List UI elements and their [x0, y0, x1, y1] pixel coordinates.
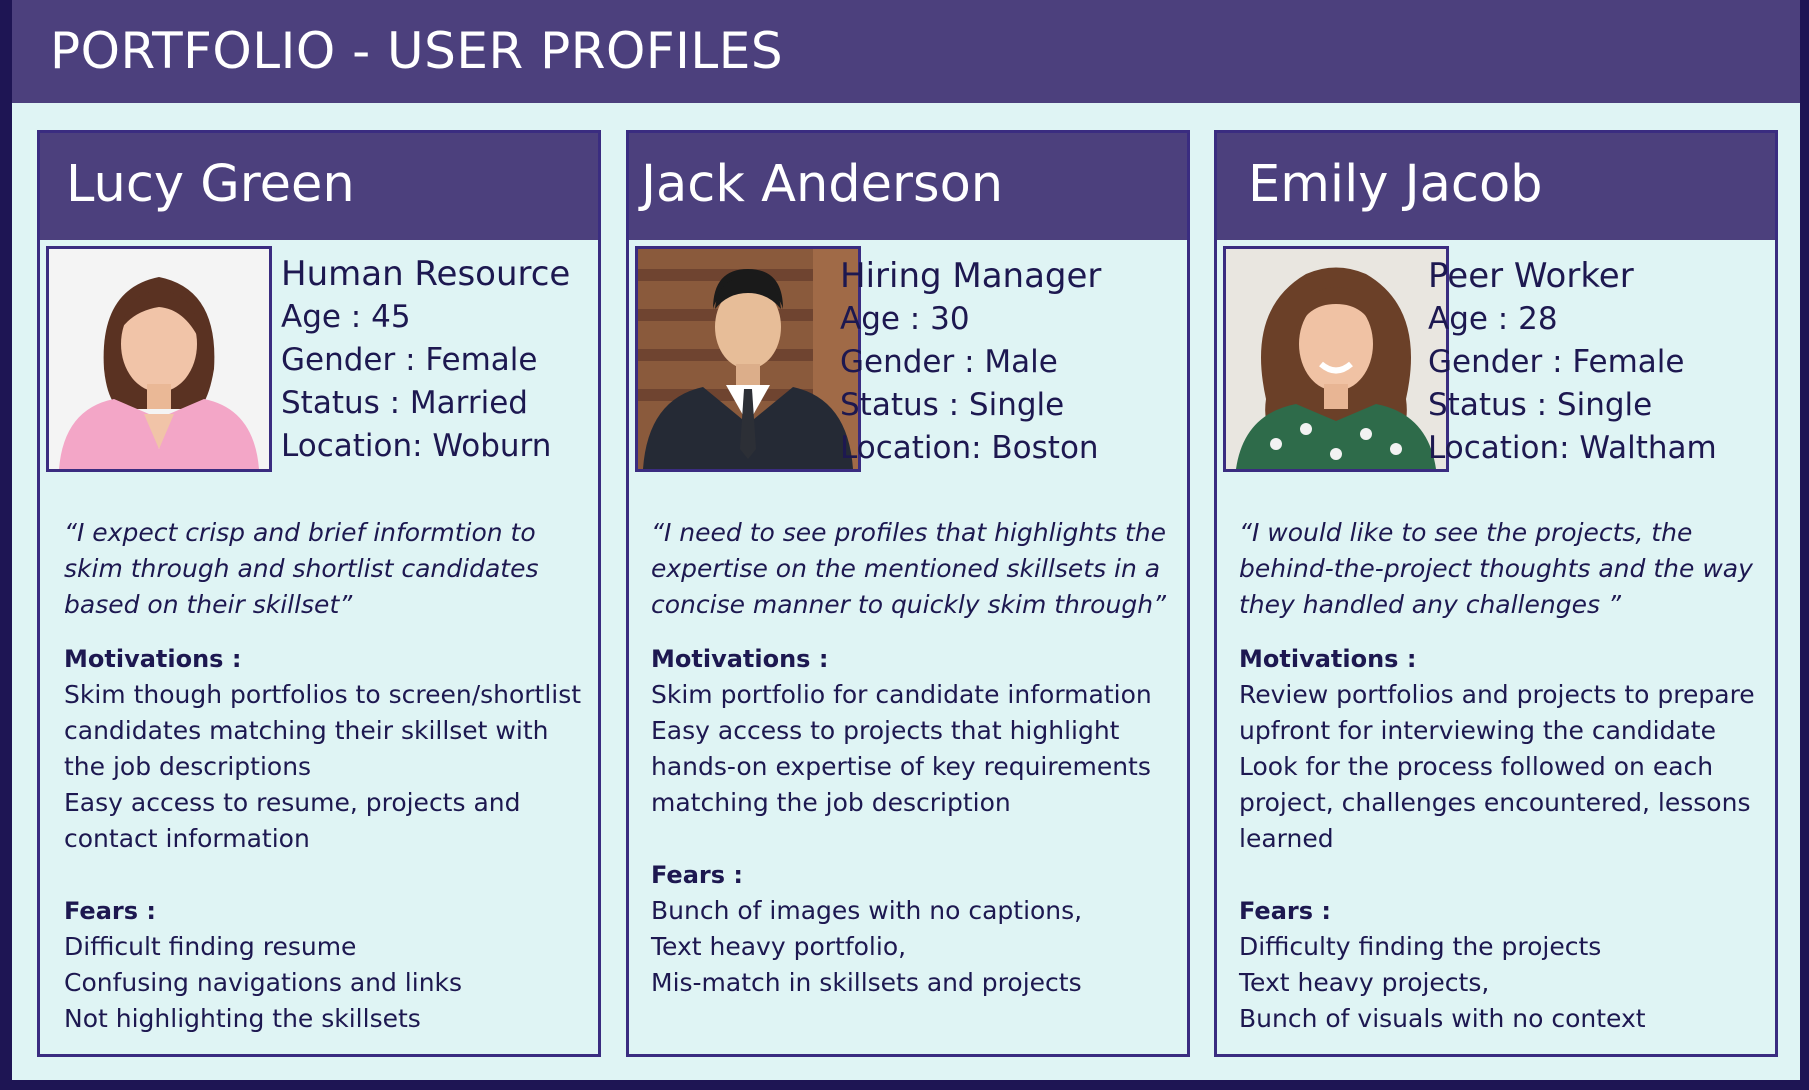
- motivation-item: Easy access to projects that highlight h…: [651, 716, 1151, 817]
- profile-card-emily-jacob: Emily Jacob Peer Worker Age : 28 Gender: [1214, 130, 1778, 1057]
- profile-role: Hiring Manager: [840, 256, 1102, 296]
- profile-card-lucy-green: Lucy Green Human Resource Age : 45 Gende…: [37, 130, 601, 1057]
- profile-age: Age : 28: [1428, 301, 1558, 337]
- fear-item: Difficult finding resume: [64, 932, 357, 961]
- fears-label: Fears :: [1239, 897, 1331, 925]
- profile-quote: “I need to see profiles that highlights …: [651, 518, 1166, 619]
- profile-role: Peer Worker: [1428, 256, 1634, 296]
- profile-status: Status : Single: [1428, 387, 1653, 423]
- fear-item: Bunch of images with no captions,: [651, 896, 1083, 925]
- fears-label: Fears :: [64, 897, 156, 925]
- motivations-label: Motivations :: [64, 645, 242, 673]
- profile-age: Age : 30: [840, 301, 970, 337]
- profile-quote: “I expect crisp and brief informtion to …: [64, 518, 539, 619]
- fears-section: Fears : Difficult finding resume Confusi…: [64, 893, 596, 1037]
- profile-name: Emily Jacob: [1248, 155, 1543, 214]
- profile-role: Human Resource: [281, 254, 571, 294]
- profile-card-jack-anderson: Jack Anderson Hiring Manager Age : 30: [626, 130, 1190, 1057]
- man-portrait-icon: [638, 249, 858, 469]
- motivation-item: Easy access to resume, projects and cont…: [64, 788, 521, 853]
- fear-item: Bunch of visuals with no context: [1239, 1004, 1646, 1033]
- header-bar: PORTFOLIO - USER PROFILES: [12, 0, 1800, 103]
- page-title: PORTFOLIO - USER PROFILES: [50, 22, 784, 80]
- motivation-item: Look for the process followed on each pr…: [1239, 752, 1751, 853]
- profile-location: Location: Waltham: [1428, 430, 1717, 466]
- profile-photo: [1223, 246, 1449, 472]
- fear-item: Text heavy projects,: [1239, 968, 1490, 997]
- profile-card-header: Jack Anderson: [629, 133, 1187, 240]
- fears-section: Fears : Bunch of images with no captions…: [651, 857, 1183, 1001]
- fear-item: Not highlighting the skillsets: [64, 1004, 421, 1033]
- fears-section: Fears : Difficulty finding the projects …: [1239, 893, 1771, 1037]
- motivations-section: Motivations : Skim portfolio for candida…: [651, 641, 1183, 821]
- profile-gender: Gender : Female: [1428, 344, 1685, 380]
- profile-photo: [635, 246, 861, 472]
- profile-card-header: Lucy Green: [40, 133, 598, 240]
- profile-gender: Gender : Male: [840, 344, 1058, 380]
- motivations-label: Motivations :: [1239, 645, 1417, 673]
- profile-facts: Peer Worker Age : 28 Gender : Female Sta…: [1428, 254, 1744, 470]
- motivation-item: Skim portfolio for candidate information: [651, 680, 1152, 709]
- woman-portrait-icon: [1226, 249, 1446, 469]
- motivations-label: Motivations :: [651, 645, 829, 673]
- fear-item: Mis-match in skillsets and projects: [651, 968, 1082, 997]
- profile-photo: [46, 246, 272, 472]
- motivations-section: Motivations : Review portfolios and proj…: [1239, 641, 1771, 857]
- woman-portrait-icon: [49, 249, 269, 469]
- motivations-section: Motivations : Skim though portfolios to …: [64, 641, 596, 857]
- profile-card-header: Emily Jacob: [1217, 133, 1775, 240]
- profile-location: Location: Woburn: [281, 428, 552, 464]
- motivation-item: Review portfolios and projects to prepar…: [1239, 680, 1755, 745]
- fear-item: Difficulty finding the projects: [1239, 932, 1602, 961]
- profile-facts: Hiring Manager Age : 30 Gender : Male St…: [840, 254, 1156, 470]
- profile-facts: Human Resource Age : 45 Gender : Female …: [281, 252, 597, 468]
- motivation-item: Skim though portfolios to screen/shortli…: [64, 680, 582, 781]
- profile-status: Status : Married: [281, 385, 528, 421]
- fears-label: Fears :: [651, 861, 743, 889]
- profile-age: Age : 45: [281, 299, 411, 335]
- profile-quote: “I would like to see the projects, the b…: [1239, 518, 1753, 619]
- profile-name: Lucy Green: [66, 155, 355, 214]
- fear-item: Confusing navigations and links: [64, 968, 463, 997]
- profile-location: Location: Boston: [840, 430, 1099, 466]
- profile-status: Status : Single: [840, 387, 1065, 423]
- profile-gender: Gender : Female: [281, 342, 538, 378]
- fear-item: Text heavy portfolio,: [651, 932, 907, 961]
- profile-name: Jack Anderson: [641, 155, 1004, 214]
